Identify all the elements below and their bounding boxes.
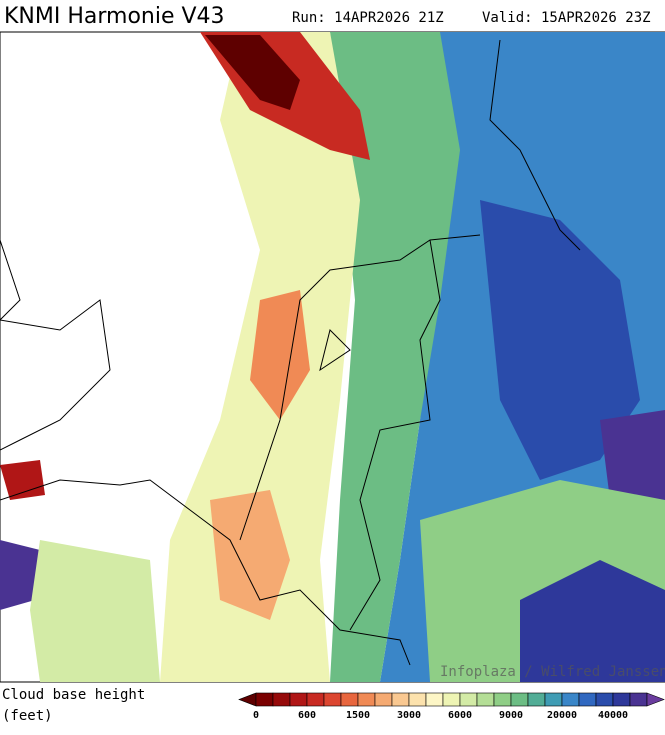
- colorbar-label: 20000: [547, 710, 577, 721]
- map: [0, 31, 665, 683]
- colorbar-swatch: [510, 692, 529, 707]
- colorbar-swatch: [595, 692, 614, 707]
- valid-time: Valid: 15APR2026 23Z: [482, 10, 651, 26]
- colorbar-swatch: [442, 692, 461, 707]
- colorbar-swatch: [272, 692, 291, 707]
- colorbar-swatch: [612, 692, 631, 707]
- colorbar-swatch: [561, 692, 580, 707]
- colorbar-swatch: [408, 692, 427, 707]
- colorbar-arrow: [238, 692, 257, 707]
- cloud-field: [480, 200, 640, 480]
- colorbar-swatch: [527, 692, 546, 707]
- colorbar-swatch: [306, 692, 325, 707]
- colorbar-swatch: [493, 692, 512, 707]
- colorbar-swatch: [459, 692, 478, 707]
- colorbar: 0 600 1500 3000 6000 9000 20000 40000: [238, 692, 665, 721]
- colorbar-swatch: [425, 692, 444, 707]
- colorbar-label: 3000: [397, 710, 421, 721]
- colorbar-swatch: [340, 692, 359, 707]
- legend-title: Cloud base height: [2, 687, 145, 703]
- colorbar-label: 40000: [598, 710, 628, 721]
- cloud-field: [30, 540, 160, 682]
- colorbar-swatch: [476, 692, 495, 707]
- run-time: Run: 14APR2026 21Z: [292, 10, 444, 26]
- cloud-field: [330, 32, 460, 682]
- cloud-field: [205, 35, 300, 110]
- cloud-field: [210, 490, 290, 620]
- colorbar-label: 6000: [448, 710, 472, 721]
- colorbar-label: 9000: [499, 710, 523, 721]
- cloud-field: [250, 290, 310, 420]
- colorbar-label: 1500: [346, 710, 370, 721]
- colorbar-swatch: [578, 692, 597, 707]
- title: KNMI Harmonie V43: [4, 4, 225, 29]
- colorbar-arrow: [646, 692, 665, 707]
- colorbar-swatch: [255, 692, 274, 707]
- cloud-field: [0, 460, 45, 500]
- colorbar-swatch: [289, 692, 308, 707]
- colorbar-swatch: [374, 692, 393, 707]
- colorbar-swatch: [629, 692, 648, 707]
- borders: [0, 39, 581, 666]
- colorbar-swatch: [357, 692, 376, 707]
- cloud-field: [0, 540, 40, 610]
- colorbar-swatch: [544, 692, 563, 707]
- legend-unit: (feet): [2, 708, 53, 724]
- credit: Infoplaza / Wilfred Janssen: [440, 664, 665, 680]
- colorbar-label: 0: [253, 710, 259, 721]
- colorbar-swatch: [323, 692, 342, 707]
- cloud-field: [520, 560, 665, 682]
- colorbar-swatch: [391, 692, 410, 707]
- colorbar-label: 600: [298, 710, 316, 721]
